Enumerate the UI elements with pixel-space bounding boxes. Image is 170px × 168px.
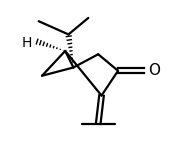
Text: H: H [22,36,32,50]
Text: O: O [148,63,160,78]
